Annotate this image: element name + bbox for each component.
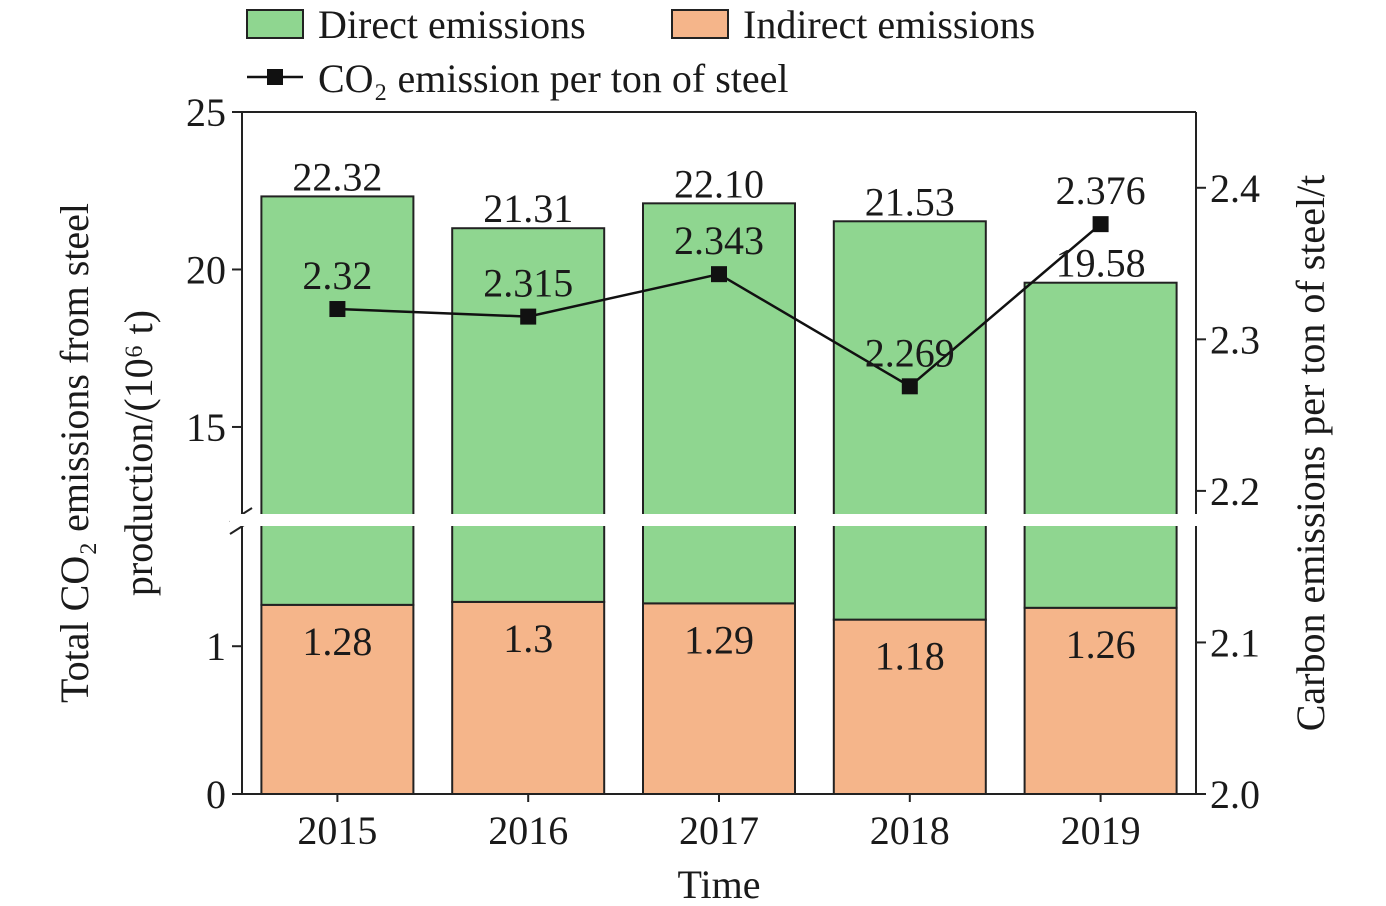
indirect-bar	[1023, 606, 1178, 795]
direct-bar	[260, 195, 415, 606]
direct-bar	[832, 220, 987, 621]
legend-marker-per-ton	[267, 69, 283, 85]
x-tick-label: 2016	[488, 808, 568, 853]
x-tick-label: 2015	[297, 808, 377, 853]
per-ton-label: 2.376	[1056, 168, 1146, 213]
legend-label-indirect: Indirect emissions	[743, 2, 1035, 47]
legend-label-per-ton: CO₂ emission per ton of steel	[318, 56, 789, 101]
per-ton-label: 2.315	[483, 261, 573, 306]
direct-bar	[642, 202, 796, 605]
total-label: 22.10	[674, 161, 764, 206]
y-tick-label: 0	[206, 772, 226, 817]
y-axis-label-line1: Total CO₂ emissions from steel	[52, 203, 97, 703]
indirect-label: 1.29	[684, 617, 754, 662]
direct-bar	[1023, 281, 1178, 609]
indirect-label: 1.28	[302, 619, 372, 664]
data-labels: 22.32 21.31 22.10 21.53 19.58 1.28 1.3 1.29 1.18…	[292, 154, 1145, 678]
total-label: 21.31	[483, 186, 573, 231]
y-tick-label: 20	[186, 247, 226, 292]
total-label: 22.32	[292, 154, 382, 199]
axes: 0 1 15 20 25 2.0 2.1 2.2 2.3 2.4 2015 2016 2017 2018 2…	[186, 90, 1260, 853]
x-axis-label: Time	[677, 862, 760, 906]
legend: Direct emissions Indirect emissions CO₂ em…	[246, 2, 1035, 101]
total-label: 19.58	[1056, 241, 1146, 286]
y-tick-label: 15	[186, 405, 226, 450]
indirect-label: 1.3	[503, 616, 553, 661]
indirect-bar	[642, 602, 796, 795]
per-ton-point	[711, 266, 727, 283]
x-tick-label: 2019	[1061, 808, 1141, 853]
y-axis-label-line2: production/(10⁶ t)	[116, 310, 161, 596]
indirect-label: 1.18	[875, 634, 945, 679]
bars	[230, 195, 1208, 796]
x-tick-label: 2018	[870, 808, 950, 853]
per-ton-label: 2.32	[302, 253, 372, 298]
per-ton-point	[1092, 216, 1109, 233]
indirect-bar	[451, 600, 606, 796]
legend-swatch-indirect	[671, 9, 729, 39]
direct-bar	[451, 227, 606, 603]
x-tick-label: 2017	[679, 808, 759, 853]
per-ton-point	[329, 301, 346, 318]
per-ton-label: 2.269	[865, 330, 955, 375]
y2-tick-label: 2.3	[1210, 317, 1260, 362]
y2-tick-label: 2.2	[1210, 469, 1260, 514]
per-ton-line	[329, 216, 1109, 395]
y2-tick-label: 2.1	[1210, 620, 1260, 665]
y2-tick-label: 2.0	[1210, 772, 1260, 817]
per-ton-point	[901, 378, 918, 395]
legend-swatch-direct	[246, 9, 304, 39]
indirect-bar	[832, 618, 987, 795]
per-ton-label: 2.343	[674, 218, 764, 263]
y2-tick-label: 2.4	[1210, 166, 1260, 211]
y-tick-label: 1	[206, 624, 226, 669]
indirect-bar	[260, 603, 415, 795]
legend-label-direct: Direct emissions	[318, 2, 586, 47]
indirect-label: 1.26	[1066, 622, 1136, 667]
per-ton-point	[520, 308, 537, 325]
y-tick-label: 25	[186, 90, 226, 135]
total-label: 21.53	[865, 179, 955, 224]
y2-axis-label: Carbon emissions per ton of steel/t	[1288, 175, 1333, 732]
axis-break-gap	[230, 514, 1208, 526]
